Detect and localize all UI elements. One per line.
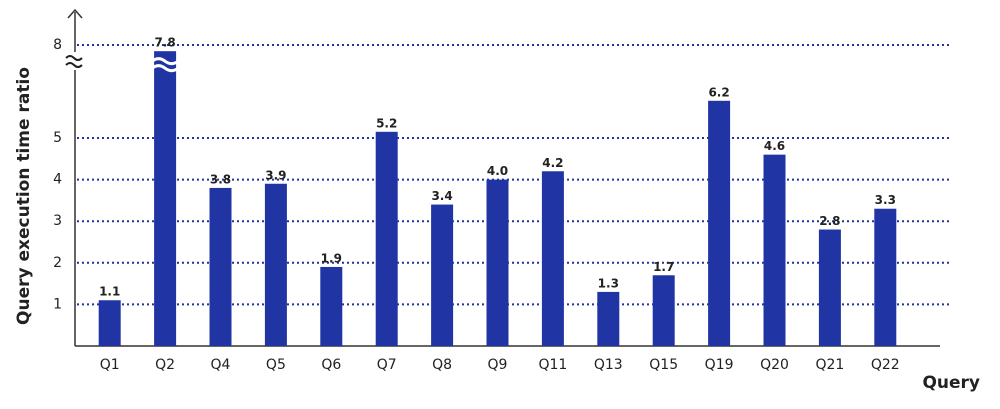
x-tick-label: Q1 (100, 357, 120, 373)
y-tick-label: 4 (53, 172, 62, 188)
y-tick-label: 8 (53, 37, 62, 53)
y-axis-arrow (67, 8, 83, 19)
value-label: 4.6 (764, 139, 785, 153)
y-axis-label: Query execution time ratio (14, 67, 34, 325)
x-axis-label: Query (922, 373, 980, 393)
value-label: 1.9 (321, 251, 342, 265)
x-tick-label: Q7 (377, 357, 397, 373)
bar (209, 187, 232, 346)
x-tick-label: Q11 (538, 357, 567, 373)
value-label: 1.1 (99, 285, 120, 299)
bar (264, 183, 287, 346)
value-label: 4.0 (487, 164, 508, 178)
x-tick-label: Q4 (211, 357, 231, 373)
y-tick-label: 1 (53, 296, 62, 312)
value-label: 3.9 (265, 168, 286, 182)
bar (708, 100, 731, 346)
value-label: 3.4 (431, 189, 452, 203)
value-label: 1.7 (653, 260, 674, 274)
x-tick-label: Q6 (321, 357, 341, 373)
value-label: 5.2 (376, 116, 397, 130)
x-tick-label: Q19 (705, 357, 734, 373)
axis-break (65, 55, 83, 68)
value-label: 3.3 (875, 193, 896, 207)
x-tick-label: Q13 (594, 357, 623, 373)
value-label: 6.2 (708, 85, 729, 99)
y-tick-label: 3 (53, 213, 62, 229)
bar (874, 208, 897, 346)
value-label: 7.8 (154, 36, 175, 50)
bar (597, 291, 620, 346)
y-tick-label: 2 (53, 255, 62, 271)
value-label: 4.2 (542, 156, 563, 170)
bar (486, 179, 509, 346)
bar (818, 229, 841, 346)
x-tick-label: Q15 (649, 357, 678, 373)
bar (98, 300, 121, 346)
x-tick-label: Q22 (871, 357, 900, 373)
x-tick-label: Q8 (432, 357, 452, 373)
bar (375, 131, 398, 346)
bar (320, 266, 343, 346)
x-tick-label: Q2 (155, 357, 175, 373)
x-tick-label: Q21 (815, 357, 844, 373)
bar (763, 154, 786, 346)
bar (652, 275, 675, 346)
axis-break-mask (62, 52, 84, 70)
y-tick-label: 5 (53, 130, 62, 146)
value-label: 3.8 (210, 172, 231, 186)
x-tick-label: Q9 (488, 357, 508, 373)
x-tick-label: Q5 (266, 357, 286, 373)
bar (431, 204, 454, 346)
value-label: 1.3 (598, 276, 619, 290)
bar (154, 51, 177, 346)
bar (541, 171, 564, 346)
value-label: 2.8 (819, 214, 840, 228)
x-tick-label: Q20 (760, 357, 789, 373)
bar-break (151, 57, 180, 73)
